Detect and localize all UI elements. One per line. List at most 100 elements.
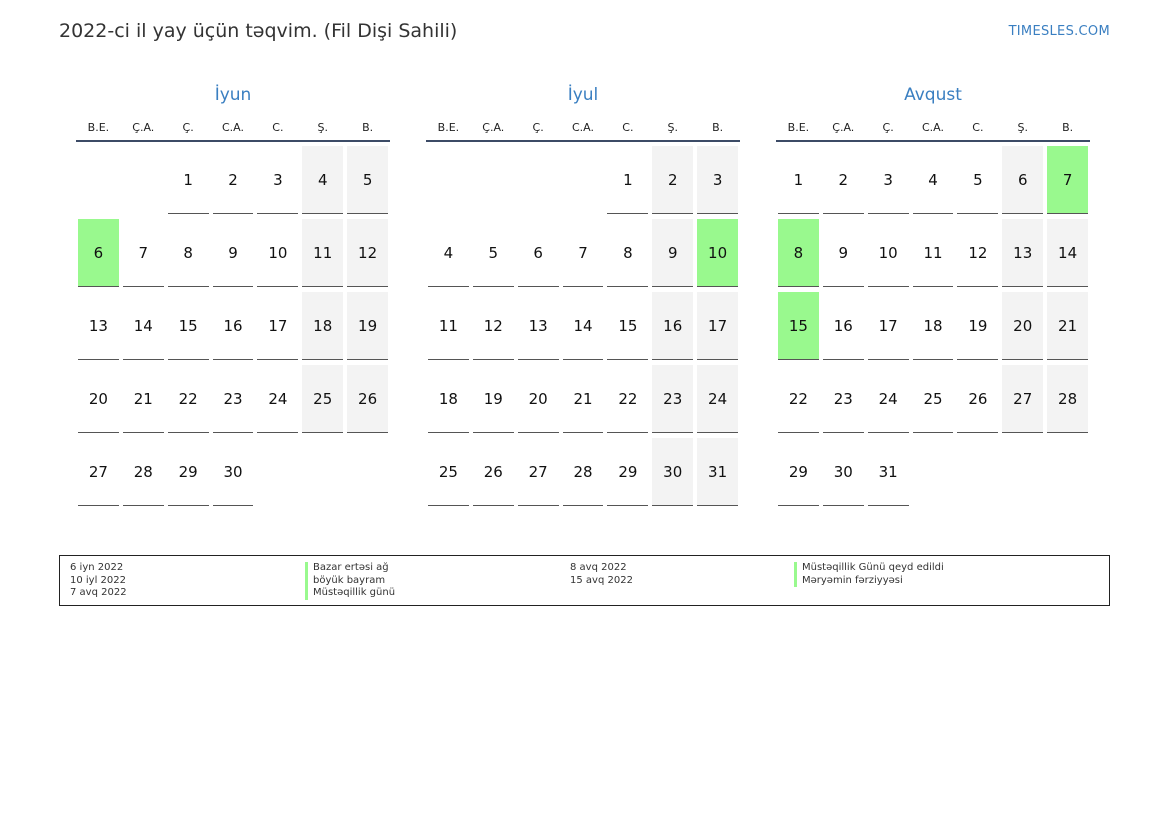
day-cell: 22 (778, 365, 819, 433)
empty-cell (302, 438, 343, 506)
empty-cell (1047, 438, 1088, 506)
empty-cell (1002, 438, 1043, 506)
month-grid: 1 2 3 4 5 6 7 8 9 10 11 12 13 14 15 16 17 18 19 20 21 22 23 24 2… (426, 146, 740, 511)
empty-cell (957, 438, 998, 506)
day-cell: 30 (822, 438, 864, 506)
day-cell: 5 (347, 146, 389, 214)
day-cell: 15 (167, 292, 209, 360)
empty-cell (518, 146, 559, 214)
weekday-label: Ş. (1017, 120, 1028, 134)
weekday-label: Ş. (317, 120, 328, 134)
weekday-label: Ç.A. (832, 120, 855, 134)
day-cell: 21 (122, 365, 164, 433)
day-cell: 1 (778, 146, 819, 214)
day-cell: 28 (122, 438, 164, 506)
day-cell: 19 (957, 292, 999, 360)
legend-date: 6 iyn 2022 (70, 562, 124, 573)
month-grid: 1 2 3 4 5 6 7 8 9 10 11 12 13 14 15 16 17 18 19 20 21 22 23 24 2… (76, 146, 390, 511)
empty-cell (257, 438, 298, 506)
empty-cell (473, 146, 514, 214)
day-cell: 10 (257, 219, 299, 287)
day-cell: 29 (167, 438, 209, 506)
day-cell: 20 (1002, 292, 1044, 360)
day-cell: 8 (778, 219, 819, 287)
day-cell: 19 (347, 292, 389, 360)
day-cell: 8 (167, 219, 209, 287)
weekday-label: B. (1062, 120, 1074, 134)
weekday-label: Ç. (182, 120, 194, 134)
day-cell: 4 (428, 219, 469, 287)
legend-event: böyük bayram (305, 574, 395, 588)
day-cell: 2 (652, 146, 694, 214)
day-cell: 12 (347, 219, 389, 287)
day-cell: 14 (1047, 219, 1089, 287)
day-cell: 30 (652, 438, 694, 506)
day-cell: 20 (517, 365, 559, 433)
day-cell: 2 (212, 146, 254, 214)
weekday-label: Ş. (667, 120, 678, 134)
weekday-label: Ç. (882, 120, 894, 134)
day-cell: 3 (867, 146, 909, 214)
day-cell: 1 (607, 146, 649, 214)
weekday-header: B.E. Ç.A. Ç. C.A. C. Ş. B. (426, 114, 740, 142)
day-cell: 28 (1047, 365, 1089, 433)
week-row: 20 21 22 23 24 25 26 (76, 365, 390, 438)
weekday-label: B. (712, 120, 724, 134)
day-cell: 12 (957, 219, 999, 287)
day-cell: 19 (472, 365, 514, 433)
day-cell: 13 (78, 292, 119, 360)
weekday-label: Ç. (532, 120, 544, 134)
weekday-header: B.E. Ç.A. Ç. C.A. C. Ş. B. (776, 114, 1090, 142)
weekday-label: C.A. (222, 120, 245, 134)
day-cell: 26 (347, 365, 389, 433)
day-cell: 29 (607, 438, 649, 506)
weekday-label: B.E. (787, 120, 810, 134)
day-cell: 22 (607, 365, 649, 433)
week-row: 22 23 24 25 26 27 28 (776, 365, 1090, 438)
day-cell: 9 (212, 219, 254, 287)
day-cell: 23 (652, 365, 694, 433)
day-cell: 7 (1047, 146, 1089, 214)
day-cell: 4 (302, 146, 344, 214)
day-cell: 5 (472, 219, 514, 287)
day-cell: 3 (257, 146, 299, 214)
day-cell: 11 (912, 219, 954, 287)
weekday-label: C. (622, 120, 634, 134)
day-cell: 24 (257, 365, 299, 433)
day-cell: 20 (78, 365, 119, 433)
day-cell: 15 (607, 292, 649, 360)
month-name: İyul (567, 85, 599, 105)
day-cell: 6 (78, 219, 119, 287)
day-cell: 6 (517, 219, 559, 287)
page-title: 2022-ci il yay üçün təqvim. (Fil Dişi Sa… (59, 20, 458, 42)
empty-cell (913, 438, 954, 506)
holiday-legend: 6 iyn 2022 10 iyl 2022 7 avq 2022 Bazar … (59, 555, 1110, 606)
month-name: Avqust (904, 85, 962, 105)
month-june: İyun B.E. Ç.A. Ç. C.A. C. Ş. B. 1 2 3 4 5 6 7 8 9 10 11 1… (76, 84, 390, 511)
site-link[interactable]: TIMESLES.COM (1008, 24, 1110, 39)
day-cell: 25 (912, 365, 954, 433)
day-cell: 16 (212, 292, 254, 360)
day-cell: 27 (78, 438, 119, 506)
day-cell: 18 (302, 292, 344, 360)
month-july: İyul B.E. Ç.A. Ç. C.A. C. Ş. B. 1 2 3 4 5 6 7 8 9 10 11 1… (426, 84, 740, 511)
week-row: 25 26 27 28 29 30 31 (426, 438, 740, 511)
legend-event: Müstəqillik Günü qeyd edildi (794, 562, 944, 575)
day-cell: 4 (912, 146, 954, 214)
weekday-header: B.E. Ç.A. Ç. C.A. C. Ş. B. (76, 114, 390, 142)
day-cell: 22 (167, 365, 209, 433)
day-cell: 11 (428, 292, 469, 360)
day-cell: 13 (1002, 219, 1044, 287)
weekday-label: B. (362, 120, 374, 134)
day-cell: 26 (957, 365, 999, 433)
day-cell: 27 (1002, 365, 1044, 433)
week-row: 8 9 10 11 12 13 14 (776, 219, 1090, 292)
week-row: 27 28 29 30 (76, 438, 390, 511)
week-row: 29 30 31 (776, 438, 1090, 511)
day-cell: 31 (697, 438, 739, 506)
weekday-label: C.A. (922, 120, 945, 134)
day-cell: 27 (517, 438, 559, 506)
day-cell: 17 (257, 292, 299, 360)
month-grid: 1 2 3 4 5 6 7 8 9 10 11 12 13 14 15 16 17 18 19 20 21 22 23 24 2… (776, 146, 1090, 511)
